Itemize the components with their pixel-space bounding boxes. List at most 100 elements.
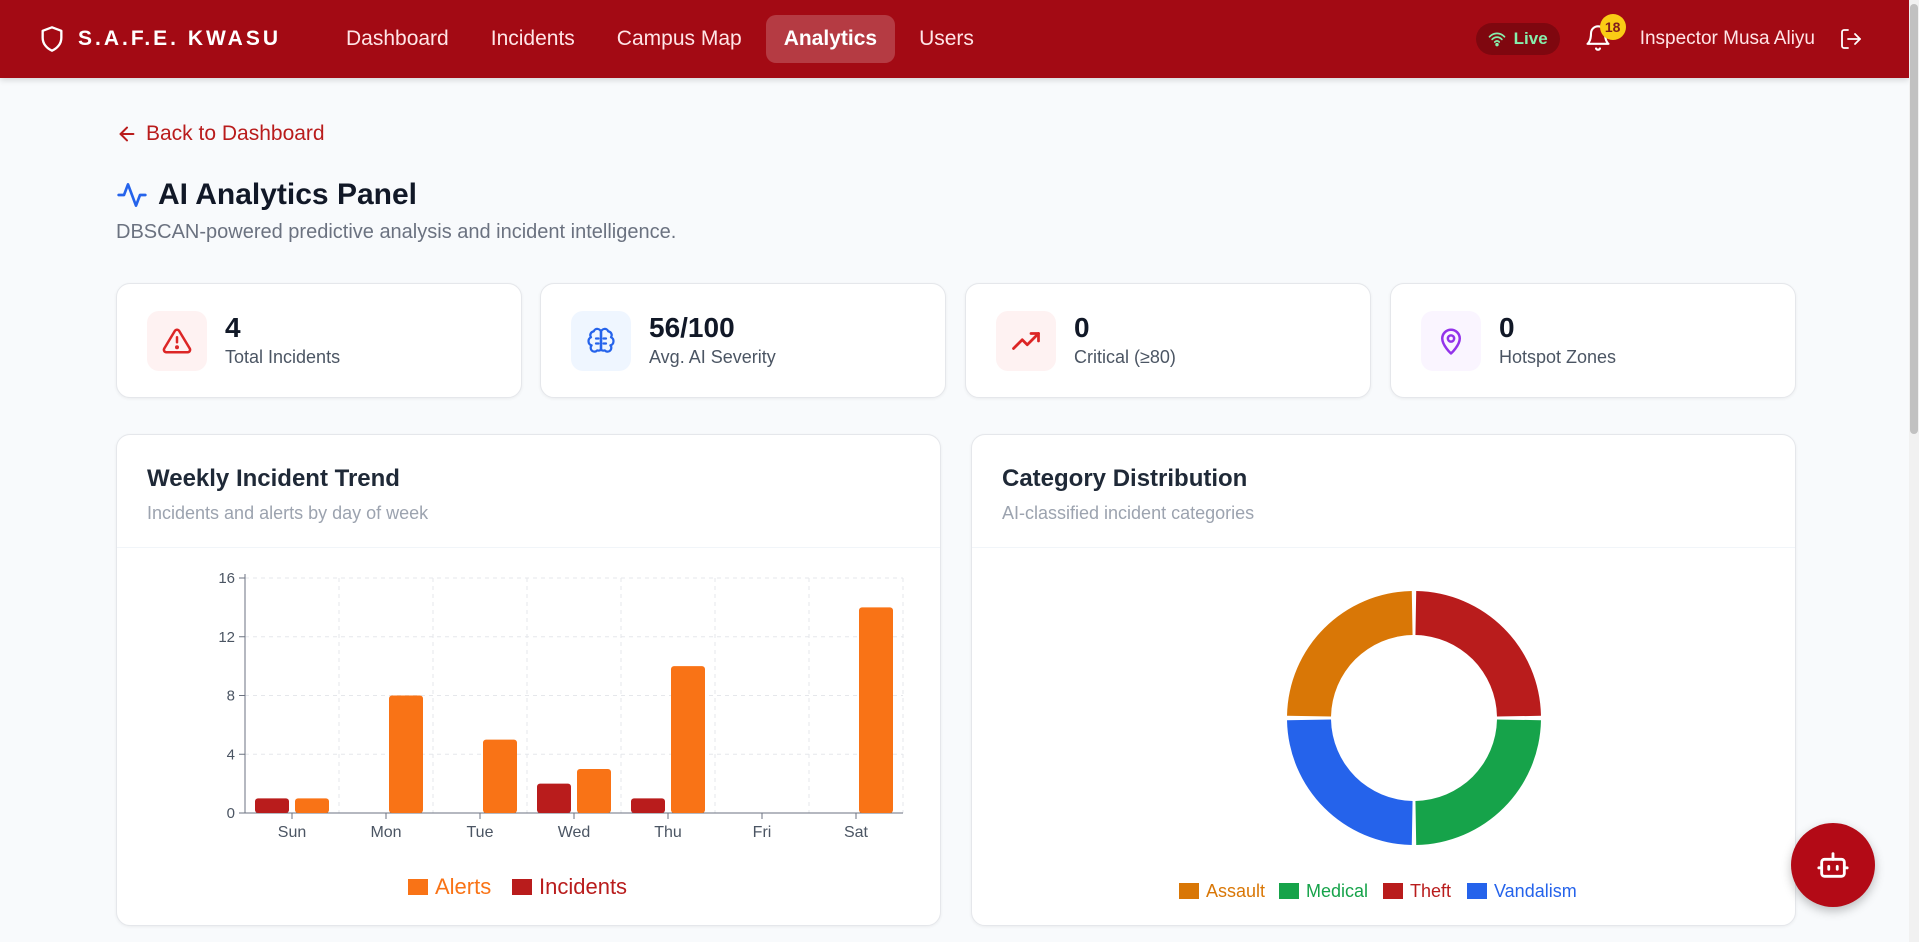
bar-alerts — [671, 666, 705, 813]
x-tick-label: Tue — [467, 824, 494, 841]
page-scrollbar[interactable] — [1909, 0, 1919, 942]
y-tick-label: 8 — [227, 688, 235, 705]
nav-dashboard[interactable]: Dashboard — [346, 27, 449, 50]
page-header: AI Analytics Panel — [116, 178, 417, 212]
panel-header: Category Distribution AI-classified inci… — [972, 435, 1795, 548]
scrollbar-thumb[interactable] — [1910, 4, 1918, 434]
main-nav: Dashboard Incidents Campus Map Analytics… — [328, 15, 998, 63]
bar-incidents — [631, 798, 665, 813]
x-tick-label: Mon — [370, 824, 401, 841]
panel-title: Weekly Incident Trend — [147, 465, 400, 492]
notification-count-badge: 18 — [1599, 14, 1626, 40]
x-tick-label: Wed — [558, 824, 591, 841]
donut-slice-assault — [1287, 591, 1413, 717]
bell-icon — [1586, 25, 1610, 51]
shield-icon — [41, 26, 63, 52]
stat-value: 4 — [225, 311, 241, 343]
stat-value: 0 — [1499, 311, 1515, 343]
alert-triangle-icon — [162, 327, 192, 353]
weekly-bar-chart: 0 4 8 12 16 Sun Mon Tue Wed Thu Fri Sat Alerts Incide… — [218, 570, 904, 899]
donut-slice-theft — [1415, 591, 1541, 717]
panel-header: Weekly Incident Trend Incidents and aler… — [117, 435, 940, 548]
notifications-button[interactable]: 18 — [1584, 14, 1626, 55]
legend-swatch — [408, 879, 428, 895]
nav-users[interactable]: Users — [919, 27, 974, 50]
stat-icon-box — [147, 310, 207, 371]
nav-campus-map[interactable]: Campus Map — [616, 27, 742, 50]
stat-label: Total Incidents — [225, 347, 341, 368]
user-name[interactable]: Inspector Musa Aliyu — [1639, 28, 1815, 49]
donut-slice-medical — [1415, 719, 1541, 845]
header-right: Live 18 Inspector Musa Aliyu — [1475, 0, 1909, 78]
page-subtitle: DBSCAN-powered predictive analysis and i… — [116, 221, 677, 243]
bar-alerts — [859, 607, 893, 813]
wifi-icon — [1488, 32, 1505, 47]
back-to-dashboard-link[interactable]: Back to Dashboard — [116, 122, 325, 146]
chart-legend: Alerts Incidents — [408, 874, 627, 899]
legend-label: Theft — [1410, 881, 1451, 901]
trending-up-icon — [1012, 331, 1040, 350]
stat-value: 0 — [1074, 311, 1090, 343]
activity-icon — [117, 183, 147, 207]
y-tick-label: 16 — [218, 570, 235, 587]
category-donut-chart: Assault Medical Theft Vandalism — [1179, 591, 1577, 901]
legend-label: Incidents — [539, 874, 627, 899]
stat-icon-box — [1421, 310, 1481, 371]
ai-assistant-button[interactable] — [1791, 823, 1875, 907]
panel-subtitle: AI-classified incident categories — [1002, 503, 1255, 523]
page-title: AI Analytics Panel — [158, 178, 417, 211]
x-tick-label: Sat — [844, 824, 869, 841]
nav-incidents[interactable]: Incidents — [490, 27, 575, 50]
bar-alerts — [577, 768, 611, 813]
stat-icon-box — [571, 310, 631, 371]
brand[interactable]: S.A.F.E. KWASU — [38, 24, 328, 54]
bar-alerts — [295, 798, 329, 813]
live-label: Live — [1513, 29, 1548, 48]
stat-card-total-incidents: 4 Total Incidents — [116, 283, 522, 398]
stat-label: Hotspot Zones — [1499, 347, 1617, 368]
panel-title: Category Distribution — [1002, 465, 1248, 492]
bar-incidents — [255, 798, 289, 813]
bar-incidents — [537, 783, 571, 813]
x-tick-label: Sun — [278, 824, 306, 841]
bar-alerts — [389, 695, 423, 813]
legend-label: Vandalism — [1494, 881, 1577, 901]
weekly-trend-panel: Weekly Incident Trend Incidents and aler… — [116, 434, 941, 926]
brand-name: S.A.F.E. KWASU — [78, 27, 282, 50]
top-navbar: S.A.F.E. KWASU Dashboard Incidents Campu… — [0, 0, 1909, 78]
stat-value: 56/100 — [649, 311, 735, 343]
robot-icon — [1817, 852, 1849, 878]
category-distribution-panel: Category Distribution AI-classified inci… — [971, 434, 1796, 926]
live-status-badge: Live — [1475, 23, 1560, 55]
stat-card-hotspot-zones: 0 Hotspot Zones — [1390, 283, 1796, 398]
back-label: Back to Dashboard — [146, 122, 325, 145]
logout-icon — [1841, 29, 1861, 49]
stat-card-critical: 0 Critical (≥80) — [965, 283, 1371, 398]
stat-card-avg-severity: 56/100 Avg. AI Severity — [540, 283, 946, 398]
donut-slice-vandalism — [1287, 719, 1413, 845]
legend-swatch — [1383, 883, 1403, 899]
bar-alerts — [483, 739, 517, 813]
legend-swatch — [1467, 883, 1487, 899]
stat-label: Avg. AI Severity — [649, 347, 776, 368]
x-tick-label: Thu — [654, 824, 682, 841]
legend-label: Assault — [1206, 881, 1265, 901]
panel-subtitle: Incidents and alerts by day of week — [147, 503, 429, 523]
legend-swatch — [1279, 883, 1299, 899]
legend-swatch — [1179, 883, 1199, 899]
x-tick-label: Fri — [753, 824, 772, 841]
stat-label: Critical (≥80) — [1074, 347, 1176, 368]
legend-label: Alerts — [435, 874, 491, 899]
legend-swatch — [512, 879, 532, 895]
stat-icon-box — [996, 310, 1056, 371]
nav-analytics[interactable]: Analytics — [765, 15, 896, 63]
brain-icon — [587, 327, 615, 353]
y-tick-label: 0 — [227, 805, 235, 822]
arrow-left-icon — [119, 126, 135, 142]
map-pin-icon — [1441, 328, 1461, 355]
y-tick-label: 12 — [218, 629, 235, 646]
legend-label: Medical — [1306, 881, 1368, 901]
chart-legend: Assault Medical Theft Vandalism — [1179, 881, 1577, 901]
chart-gridlines — [244, 577, 904, 814]
logout-button[interactable] — [1839, 27, 1909, 51]
